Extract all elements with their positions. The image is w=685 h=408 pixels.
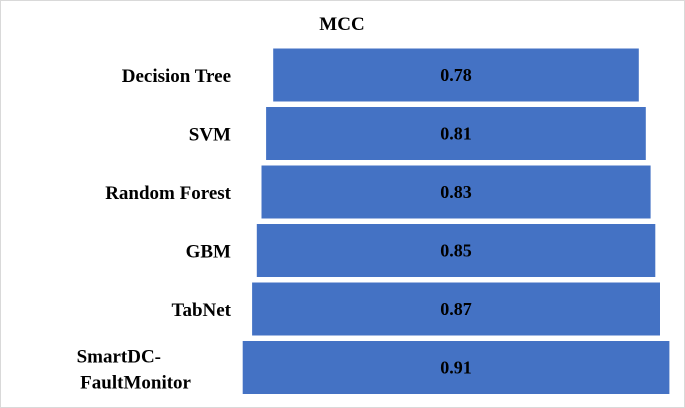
data-labels-group: 0.78 0.81 0.83 0.85 0.87 0.91	[440, 65, 472, 378]
bar-2	[265, 106, 647, 161]
bar-4	[255, 223, 657, 278]
bars-group	[241, 47, 671, 395]
bar-5	[251, 281, 661, 337]
category-label-6: SmartDC- FaultMonitor	[77, 347, 192, 394]
data-label-1: 0.78	[440, 65, 472, 85]
data-label-4: 0.85	[440, 241, 472, 261]
category-label-line: SmartDC-	[77, 347, 161, 368]
bar-3	[260, 164, 652, 220]
category-label-3: Random Forest	[105, 183, 231, 204]
data-label-2: 0.81	[440, 124, 472, 144]
category-label-2: SVM	[189, 125, 231, 146]
category-label-4: GBM	[186, 242, 231, 263]
category-label-1: Decision Tree	[122, 66, 231, 87]
data-label-3: 0.83	[440, 182, 472, 202]
chart-title: MCC	[319, 14, 364, 35]
bar-1	[272, 47, 640, 103]
category-labels-group: Decision Tree SVM Random Forest GBM TabNet Sm…	[77, 66, 232, 394]
category-label-5: TabNet	[172, 300, 232, 321]
category-label-line: FaultMonitor	[80, 373, 191, 394]
data-label-5: 0.87	[440, 299, 472, 319]
data-label-6: 0.91	[440, 358, 472, 378]
bar-6	[241, 340, 671, 395]
